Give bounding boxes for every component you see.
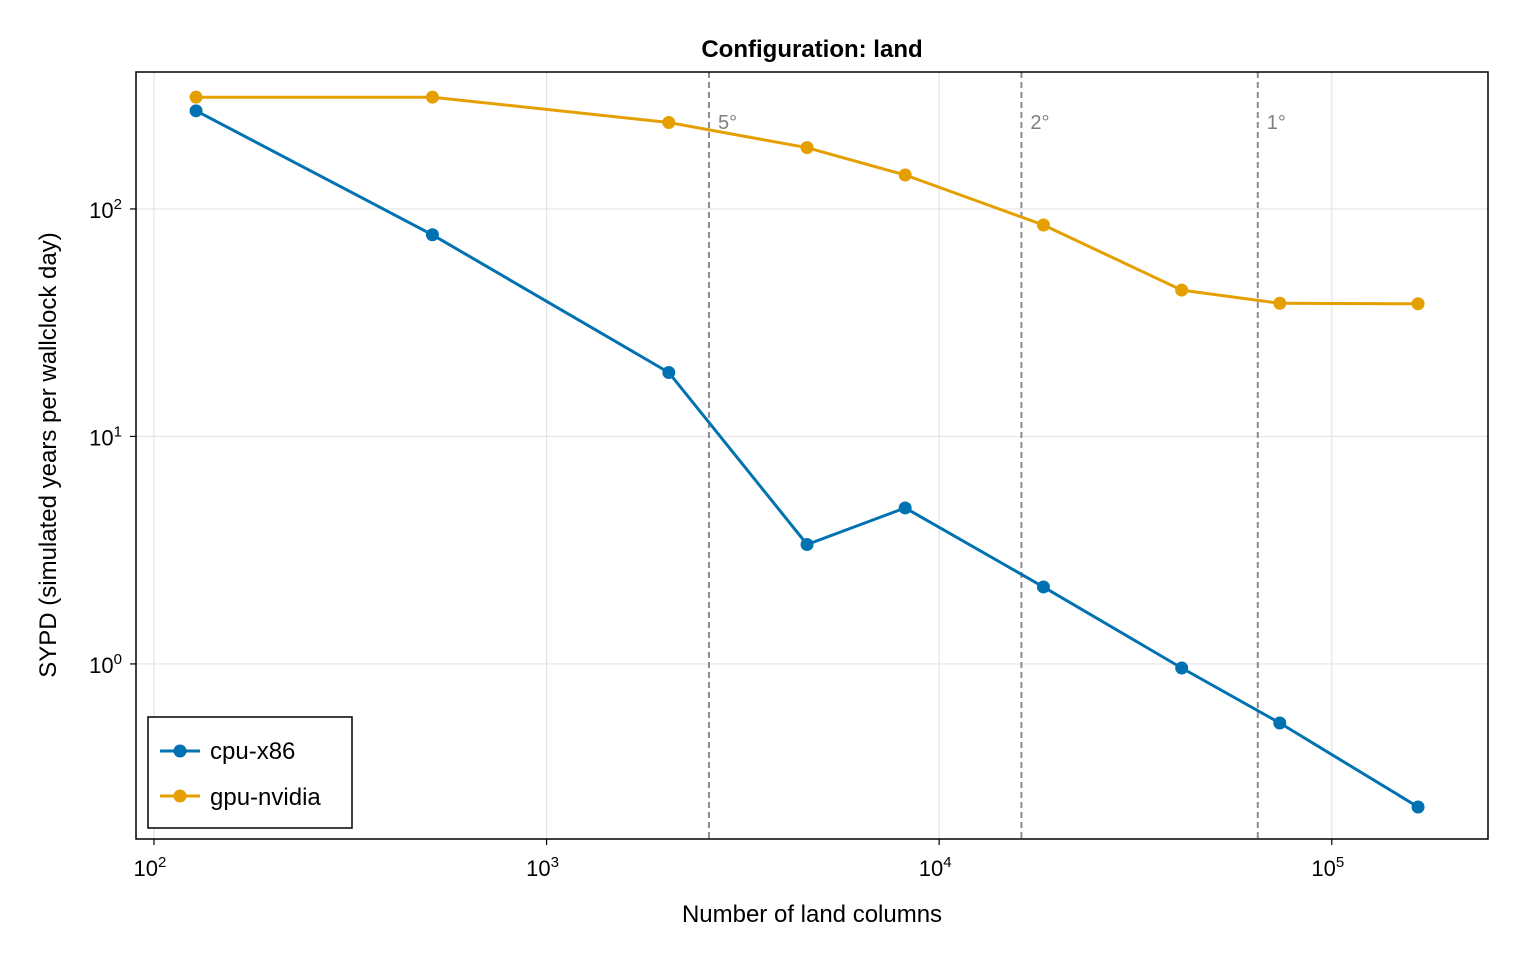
reference-line-label: 2° <box>1030 112 1049 134</box>
data-point-cpu-x86 <box>1036 580 1050 594</box>
chart-title: Configuration: land <box>701 36 922 63</box>
data-point-gpu-nvidia <box>425 90 439 104</box>
y-axis-ticks: 100 101 102 <box>89 196 136 678</box>
x-tick-label: 102 <box>134 854 167 881</box>
x-tick-label: 103 <box>526 854 559 881</box>
data-point-cpu-x86 <box>800 537 814 551</box>
data-point-gpu-nvidia <box>189 90 203 104</box>
legend-label-cpu-x86: cpu-x86 <box>210 738 295 765</box>
reference-line-label: 1° <box>1267 112 1286 134</box>
data-point-gpu-nvidia <box>1273 296 1287 310</box>
data-point-gpu-nvidia <box>1175 283 1189 297</box>
data-point-cpu-x86 <box>898 501 912 515</box>
legend-label-gpu-nvidia: gpu-nvidia <box>210 784 321 811</box>
data-point-gpu-nvidia <box>1036 218 1050 232</box>
data-point-gpu-nvidia <box>898 168 912 182</box>
series-line-cpu-x86 <box>195 109 1419 809</box>
data-point-gpu-nvidia <box>662 115 676 129</box>
y-tick-label: 102 <box>89 196 122 223</box>
data-point-cpu-x86 <box>1175 661 1189 675</box>
x-axis-label: Number of land columns <box>682 901 942 928</box>
data-point-cpu-x86 <box>1273 716 1287 730</box>
legend-box <box>147 716 353 829</box>
legend-marker-gpu-nvidia <box>173 789 187 803</box>
data-point-cpu-x86 <box>425 228 439 242</box>
grid-layer <box>136 72 1488 839</box>
data-point-cpu-x86 <box>1411 800 1425 814</box>
series-line-gpu-nvidia <box>196 95 1419 306</box>
x-tick-label: 104 <box>919 854 952 881</box>
y-tick-label: 100 <box>89 651 122 678</box>
reference-lines: 5° 2° 1° <box>707 72 1286 839</box>
data-point-gpu-nvidia <box>800 141 814 155</box>
x-tick-label: 105 <box>1311 854 1344 881</box>
data-point-cpu-x86 <box>189 104 203 118</box>
y-axis-label: SYPD (simulated years per wallclock day) <box>35 232 62 678</box>
data-point-cpu-x86 <box>662 366 676 380</box>
legend: cpu-x86 gpu-nvidia <box>147 716 353 829</box>
plot-frame <box>135 71 1489 840</box>
reference-line-label: 5° <box>718 112 737 134</box>
y-tick-label: 101 <box>89 423 122 450</box>
legend-marker-cpu-x86 <box>173 744 187 758</box>
x-axis-ticks: 102 103 104 105 <box>134 839 1344 881</box>
data-point-gpu-nvidia <box>1411 297 1425 311</box>
series-layer <box>189 90 1425 814</box>
